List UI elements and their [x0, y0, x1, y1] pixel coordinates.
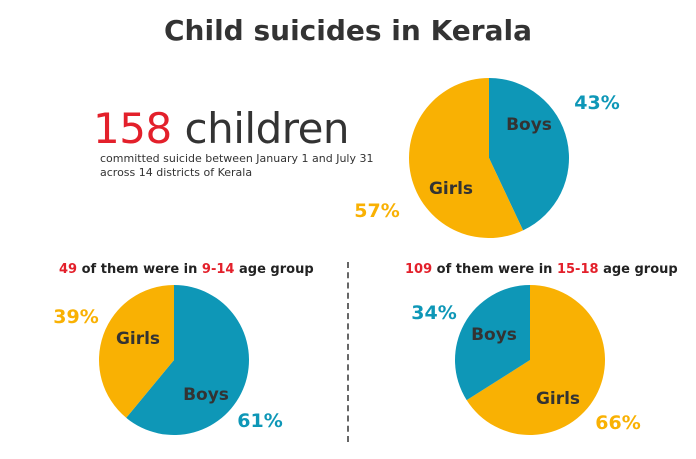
slice-label: Boys	[506, 115, 552, 135]
headline-number: 158	[93, 104, 172, 153]
group-range: 9-14	[201, 262, 235, 277]
subtitle: committed suicide between January 1 and …	[100, 152, 374, 179]
headline-text: children	[184, 104, 350, 153]
slice-label: Girls	[536, 389, 580, 409]
percent-label: 61%	[237, 410, 282, 432]
slice-label: Girls	[429, 179, 473, 199]
group-text: of them were in	[432, 262, 557, 277]
percent-label: 34%	[411, 302, 456, 324]
headline: 158 children	[93, 104, 350, 153]
percent-label: 43%	[574, 92, 619, 114]
group-range: 15-18	[556, 262, 599, 277]
group-text: age group	[598, 262, 678, 277]
percent-label: 57%	[354, 200, 399, 222]
group-count: 109	[405, 262, 433, 277]
group-header-15-18: 109 of them were in 15-18 age group	[405, 262, 678, 277]
page-title: Child suicides in Kerala	[164, 14, 532, 47]
group-text: of them were in	[77, 262, 202, 277]
pie-slice-girls	[99, 285, 174, 418]
pie-slice-girls	[466, 285, 605, 436]
group-header-9-14: 49 of them were in 9-14 age group	[59, 262, 314, 277]
pie-slice-boys	[489, 78, 569, 231]
percent-label: 66%	[595, 412, 640, 434]
divider	[347, 262, 349, 442]
group-text: age group	[234, 262, 314, 277]
slice-label: Girls	[116, 329, 160, 349]
pie-slice-boys	[126, 285, 249, 435]
group-count: 49	[59, 262, 78, 277]
pie-slice-boys	[455, 285, 530, 401]
percent-label: 39%	[53, 306, 98, 328]
slice-label: Boys	[471, 325, 517, 345]
slice-label: Boys	[183, 385, 229, 405]
pie-slice-girls	[409, 78, 524, 238]
